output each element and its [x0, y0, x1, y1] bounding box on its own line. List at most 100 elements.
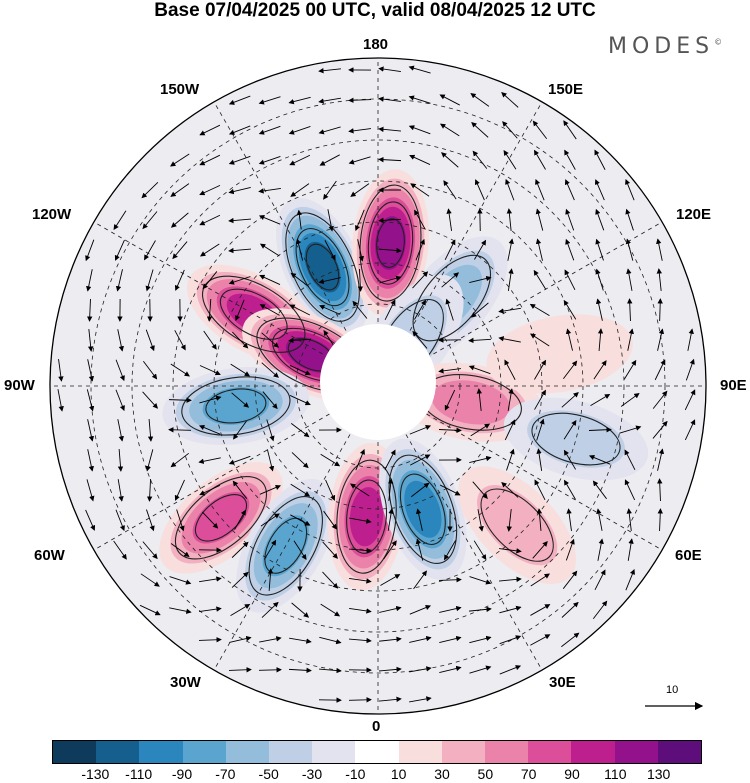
wind-arrow [561, 392, 579, 408]
wind-arrow [290, 422, 310, 438]
colorbar-tick-label: 90 [564, 766, 580, 782]
wind-arrow [288, 96, 311, 105]
wind-arrow [444, 239, 456, 261]
lon-label-150e: 150E [548, 81, 584, 98]
height-contour [346, 479, 388, 554]
wind-arrow [86, 269, 93, 292]
colorbar-swatch [528, 741, 572, 763]
wind-vectors [57, 65, 696, 703]
wind-arrow [657, 508, 663, 532]
wind-arrow [439, 123, 460, 137]
wind-arrow [261, 601, 279, 618]
colorbar-tick-label: 110 [604, 766, 627, 782]
wind-arrow [199, 184, 221, 196]
colorbar-swatch [225, 741, 270, 763]
colorbar-swatch [96, 741, 140, 763]
wind-arrow [115, 509, 125, 532]
colorbar-tick-label: 130 [646, 766, 671, 782]
wind-arrow [408, 65, 431, 74]
wind-arrow [534, 149, 546, 170]
wind-arrow [348, 156, 371, 165]
anomaly-contour-fill [349, 487, 384, 547]
wind-arrow [168, 427, 192, 433]
wind-arrow [350, 183, 370, 197]
wind-arrow [596, 508, 603, 531]
wind-arrow [319, 636, 342, 645]
longitude-line [377, 101, 543, 387]
wind-arrow [379, 605, 402, 613]
wind-arrow [85, 239, 95, 262]
wind-arrow [533, 269, 547, 290]
wind-arrow [88, 329, 94, 352]
colorbar-swatch [571, 741, 615, 763]
wind-arrow [415, 538, 424, 561]
wind-arrow [470, 423, 491, 437]
wind-arrow [564, 479, 576, 500]
wind-arrow [229, 635, 252, 643]
wind-arrow [199, 606, 222, 613]
wind-arrow [507, 388, 514, 411]
wind-arrow [57, 389, 64, 412]
wind-arrow [235, 299, 245, 322]
wind-arrow [656, 268, 662, 291]
wind-arrow [477, 509, 484, 532]
latitude-circle [172, 180, 584, 592]
wind-arrow [624, 449, 636, 471]
wind-arrow [468, 365, 491, 375]
wind-arrow [86, 479, 95, 502]
wind-arrow [472, 150, 488, 169]
wind-arrow [684, 389, 696, 411]
wind-arrow [565, 328, 573, 351]
wind-arrow [565, 238, 575, 261]
logo-mark: © [714, 37, 723, 47]
wind-arrow [624, 479, 636, 501]
wind-arrow [258, 155, 281, 165]
wind-arrow [291, 452, 309, 469]
wind-arrow [199, 154, 221, 166]
lon-label-90w: 90W [4, 377, 35, 394]
height-contour [205, 388, 267, 424]
wind-arrow [415, 508, 423, 531]
wind-arrow [289, 395, 311, 406]
wind-arrow [261, 362, 279, 378]
wind-arrow [142, 391, 159, 409]
colorbar-tick-label: -50 [258, 766, 279, 782]
wind-arrow [319, 154, 340, 166]
wind-arrow [414, 299, 427, 320]
wind-arrow [323, 180, 337, 200]
wind-arrow [468, 337, 492, 344]
wind-arrow [657, 478, 663, 502]
wind-arrow [117, 479, 124, 502]
colorbar-tick-label: 50 [477, 766, 494, 782]
wind-arrow [625, 568, 635, 591]
wind-arrow [441, 272, 460, 288]
wind-arrow [408, 95, 431, 104]
wind-arrow [170, 452, 190, 468]
wind-arrow [259, 636, 282, 643]
wind-arrow [507, 268, 514, 291]
wind-arrow [387, 508, 394, 531]
longitude-line [93, 221, 379, 387]
wind-arrow [652, 390, 668, 409]
wind-arrow [320, 603, 341, 617]
wind-arrow [176, 509, 185, 532]
anomaly-contour-fill [192, 491, 250, 544]
wind-arrow [267, 568, 274, 592]
wind-arrow [146, 478, 153, 502]
anomaly-contour-fill [527, 410, 625, 468]
wind-arrow [379, 275, 402, 284]
wind-arrow [289, 154, 311, 166]
wind-arrow [174, 330, 186, 351]
longitude-line [93, 385, 379, 551]
wind-arrow [378, 217, 402, 224]
colorbar-tick-label: -90 [171, 766, 193, 782]
wind-arrow [228, 155, 251, 165]
wind-arrow [170, 183, 190, 197]
wind-arrow [470, 93, 490, 107]
wind-arrow [561, 601, 579, 618]
wind-arrow [290, 514, 311, 526]
wind-arrow [593, 360, 607, 380]
wind-arrow [139, 604, 161, 616]
colorbar-swatch [485, 741, 529, 763]
